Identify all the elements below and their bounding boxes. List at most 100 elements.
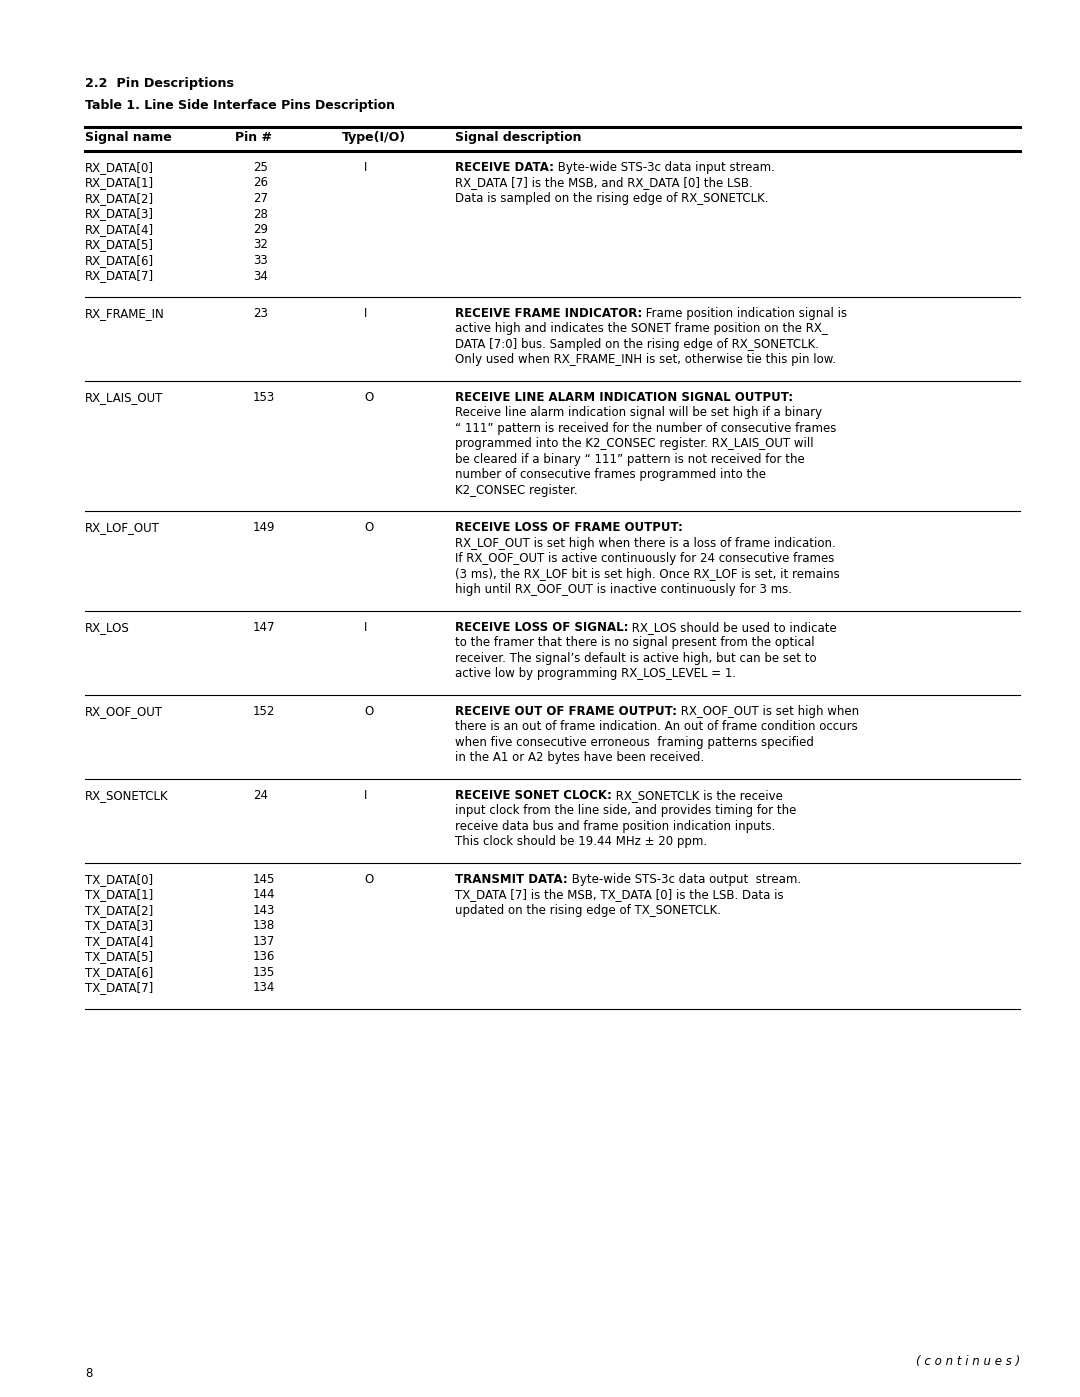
Text: 135: 135: [253, 965, 275, 979]
Text: RX_LOF_OUT: RX_LOF_OUT: [85, 521, 160, 535]
Text: “ 111” pattern is received for the number of consecutive frames: “ 111” pattern is received for the numbe…: [455, 422, 836, 434]
Text: RX_FRAME_IN: RX_FRAME_IN: [85, 307, 165, 320]
Text: K2_CONSEC register.: K2_CONSEC register.: [455, 483, 578, 497]
Text: RECEIVE LINE ALARM INDICATION SIGNAL OUTPUT:: RECEIVE LINE ALARM INDICATION SIGNAL OUT…: [455, 391, 793, 404]
Text: Type(I/O): Type(I/O): [342, 131, 406, 144]
Text: TX_DATA[2]: TX_DATA[2]: [85, 904, 153, 916]
Text: number of consecutive frames programmed into the: number of consecutive frames programmed …: [455, 468, 766, 482]
Text: O: O: [364, 391, 374, 404]
Text: I: I: [364, 307, 367, 320]
Text: TX_DATA[0]: TX_DATA[0]: [85, 873, 153, 886]
Text: RX_DATA[3]: RX_DATA[3]: [85, 208, 154, 221]
Text: If RX_OOF_OUT is active continuously for 24 consecutive frames: If RX_OOF_OUT is active continuously for…: [455, 552, 835, 566]
Text: programmed into the K2_CONSEC register. RX_LAIS_OUT will: programmed into the K2_CONSEC register. …: [455, 437, 813, 450]
Text: 27: 27: [253, 191, 268, 205]
Text: RECEIVE SONET CLOCK:: RECEIVE SONET CLOCK:: [455, 789, 612, 802]
Text: TX_DATA[5]: TX_DATA[5]: [85, 950, 153, 964]
Text: there is an out of frame indication. An out of frame condition occurs: there is an out of frame indication. An …: [455, 721, 858, 733]
Text: RX_DATA [7] is the MSB, and RX_DATA [0] the LSB.: RX_DATA [7] is the MSB, and RX_DATA [0] …: [455, 176, 753, 190]
Text: 25: 25: [253, 161, 268, 175]
Text: RX_DATA[1]: RX_DATA[1]: [85, 176, 154, 190]
Text: RECEIVE FRAME INDICATOR:: RECEIVE FRAME INDICATOR:: [455, 307, 643, 320]
Text: RX_DATA[5]: RX_DATA[5]: [85, 239, 154, 251]
Text: RECEIVE LOSS OF FRAME OUTPUT:: RECEIVE LOSS OF FRAME OUTPUT:: [455, 521, 683, 535]
Text: 29: 29: [253, 224, 268, 236]
Text: 24: 24: [253, 789, 268, 802]
Text: Table 1. Line Side Interface Pins Description: Table 1. Line Side Interface Pins Descri…: [85, 99, 395, 112]
Text: 28: 28: [253, 208, 268, 221]
Text: 137: 137: [253, 935, 275, 949]
Text: RX_DATA[0]: RX_DATA[0]: [85, 161, 154, 175]
Text: TX_DATA[1]: TX_DATA[1]: [85, 888, 153, 901]
Text: (3 ms), the RX_LOF bit is set high. Once RX_LOF is set, it remains: (3 ms), the RX_LOF bit is set high. Once…: [455, 569, 840, 581]
Text: Frame position indication signal is: Frame position indication signal is: [643, 307, 848, 320]
Text: TX_DATA[3]: TX_DATA[3]: [85, 919, 153, 933]
Text: RX_DATA[7]: RX_DATA[7]: [85, 270, 154, 282]
Text: active low by programming RX_LOS_LEVEL = 1.: active low by programming RX_LOS_LEVEL =…: [455, 668, 737, 680]
Text: Signal name: Signal name: [85, 131, 172, 144]
Text: Byte-wide STS-3c data output  stream.: Byte-wide STS-3c data output stream.: [568, 873, 801, 886]
Text: 147: 147: [253, 622, 275, 634]
Text: RX_DATA[2]: RX_DATA[2]: [85, 191, 154, 205]
Text: TX_DATA [7] is the MSB, TX_DATA [0] is the LSB. Data is: TX_DATA [7] is the MSB, TX_DATA [0] is t…: [455, 888, 784, 901]
Text: 32: 32: [253, 239, 268, 251]
Text: RX_LOS should be used to indicate: RX_LOS should be used to indicate: [629, 622, 837, 634]
Text: DATA [7:0] bus. Sampled on the rising edge of RX_SONETCLK.: DATA [7:0] bus. Sampled on the rising ed…: [455, 338, 819, 351]
Text: RX_SONETCLK: RX_SONETCLK: [85, 789, 168, 802]
Text: RECEIVE DATA:: RECEIVE DATA:: [455, 161, 554, 175]
Text: 26: 26: [253, 176, 268, 190]
Text: O: O: [364, 873, 374, 886]
Text: RX_LOS: RX_LOS: [85, 622, 130, 634]
Text: RX_LAIS_OUT: RX_LAIS_OUT: [85, 391, 163, 404]
Text: 134: 134: [253, 982, 275, 995]
Text: Only used when RX_FRAME_INH is set, otherwise tie this pin low.: Only used when RX_FRAME_INH is set, othe…: [455, 353, 836, 366]
Text: TRANSMIT DATA:: TRANSMIT DATA:: [455, 873, 568, 886]
Text: RX_SONETCLK is the receive: RX_SONETCLK is the receive: [612, 789, 783, 802]
Text: ( c o n t i n u e s ): ( c o n t i n u e s ): [916, 1355, 1020, 1368]
Text: Pin #: Pin #: [235, 131, 272, 144]
Text: O: O: [364, 521, 374, 535]
Text: I: I: [364, 161, 367, 175]
Text: Receive line alarm indication signal will be set high if a binary: Receive line alarm indication signal wil…: [455, 407, 822, 419]
Text: 2.2  Pin Descriptions: 2.2 Pin Descriptions: [85, 77, 234, 89]
Text: This clock should be 19.44 MHz ± 20 ppm.: This clock should be 19.44 MHz ± 20 ppm.: [455, 835, 707, 848]
Text: TX_DATA[6]: TX_DATA[6]: [85, 965, 153, 979]
Text: I: I: [364, 789, 367, 802]
Text: to the framer that there is no signal present from the optical: to the framer that there is no signal pr…: [455, 637, 814, 650]
Text: 33: 33: [253, 254, 268, 267]
Text: active high and indicates the SONET frame position on the RX_: active high and indicates the SONET fram…: [455, 323, 827, 335]
Text: TX_DATA[7]: TX_DATA[7]: [85, 982, 153, 995]
Text: 34: 34: [253, 270, 268, 282]
Text: 145: 145: [253, 873, 275, 886]
Text: updated on the rising edge of TX_SONETCLK.: updated on the rising edge of TX_SONETCL…: [455, 904, 721, 916]
Text: receiver. The signal’s default is active high, but can be set to: receiver. The signal’s default is active…: [455, 652, 816, 665]
Text: input clock from the line side, and provides timing for the: input clock from the line side, and prov…: [455, 805, 796, 817]
Text: RX_DATA[6]: RX_DATA[6]: [85, 254, 154, 267]
Text: 23: 23: [253, 307, 268, 320]
Text: 152: 152: [253, 705, 275, 718]
Text: RX_LOF_OUT is set high when there is a loss of frame indication.: RX_LOF_OUT is set high when there is a l…: [455, 536, 836, 550]
Text: 149: 149: [253, 521, 275, 535]
Text: RECEIVE OUT OF FRAME OUTPUT:: RECEIVE OUT OF FRAME OUTPUT:: [455, 705, 677, 718]
Text: 136: 136: [253, 950, 275, 964]
Text: RX_OOF_OUT is set high when: RX_OOF_OUT is set high when: [677, 705, 859, 718]
Text: Byte-wide STS-3c data input stream.: Byte-wide STS-3c data input stream.: [554, 161, 774, 175]
Text: TX_DATA[4]: TX_DATA[4]: [85, 935, 153, 949]
Text: Data is sampled on the rising edge of RX_SONETCLK.: Data is sampled on the rising edge of RX…: [455, 191, 769, 205]
Text: RX_DATA[4]: RX_DATA[4]: [85, 224, 154, 236]
Text: be cleared if a binary “ 111” pattern is not received for the: be cleared if a binary “ 111” pattern is…: [455, 453, 805, 467]
Text: 153: 153: [253, 391, 275, 404]
Text: 143: 143: [253, 904, 275, 916]
Text: 144: 144: [253, 888, 275, 901]
Text: 138: 138: [253, 919, 275, 933]
Text: 8: 8: [85, 1368, 93, 1380]
Text: RECEIVE LOSS OF SIGNAL:: RECEIVE LOSS OF SIGNAL:: [455, 622, 629, 634]
Text: when five consecutive erroneous  framing patterns specified: when five consecutive erroneous framing …: [455, 736, 814, 749]
Text: in the A1 or A2 bytes have been received.: in the A1 or A2 bytes have been received…: [455, 752, 704, 764]
Text: O: O: [364, 705, 374, 718]
Text: receive data bus and frame position indication inputs.: receive data bus and frame position indi…: [455, 820, 775, 833]
Text: I: I: [364, 622, 367, 634]
Text: Signal description: Signal description: [455, 131, 581, 144]
Text: RX_OOF_OUT: RX_OOF_OUT: [85, 705, 163, 718]
Text: high until RX_OOF_OUT is inactive continuously for 3 ms.: high until RX_OOF_OUT is inactive contin…: [455, 584, 792, 597]
